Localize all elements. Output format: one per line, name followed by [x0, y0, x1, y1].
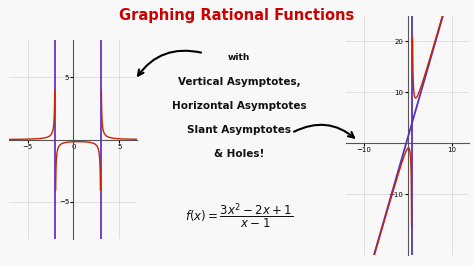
Text: $f(x) = \dfrac{3x^2 - 2x + 1}{x - 1}$: $f(x) = \dfrac{3x^2 - 2x + 1}{x - 1}$ [185, 202, 293, 231]
Text: Vertical Asymptotes,: Vertical Asymptotes, [178, 77, 301, 87]
Text: Graphing Rational Functions: Graphing Rational Functions [119, 8, 355, 23]
Text: & Holes!: & Holes! [214, 149, 264, 159]
Text: Slant Asymptotes: Slant Asymptotes [187, 125, 292, 135]
Text: with: with [228, 53, 251, 62]
Text: Horizontal Asymptotes: Horizontal Asymptotes [172, 101, 307, 111]
